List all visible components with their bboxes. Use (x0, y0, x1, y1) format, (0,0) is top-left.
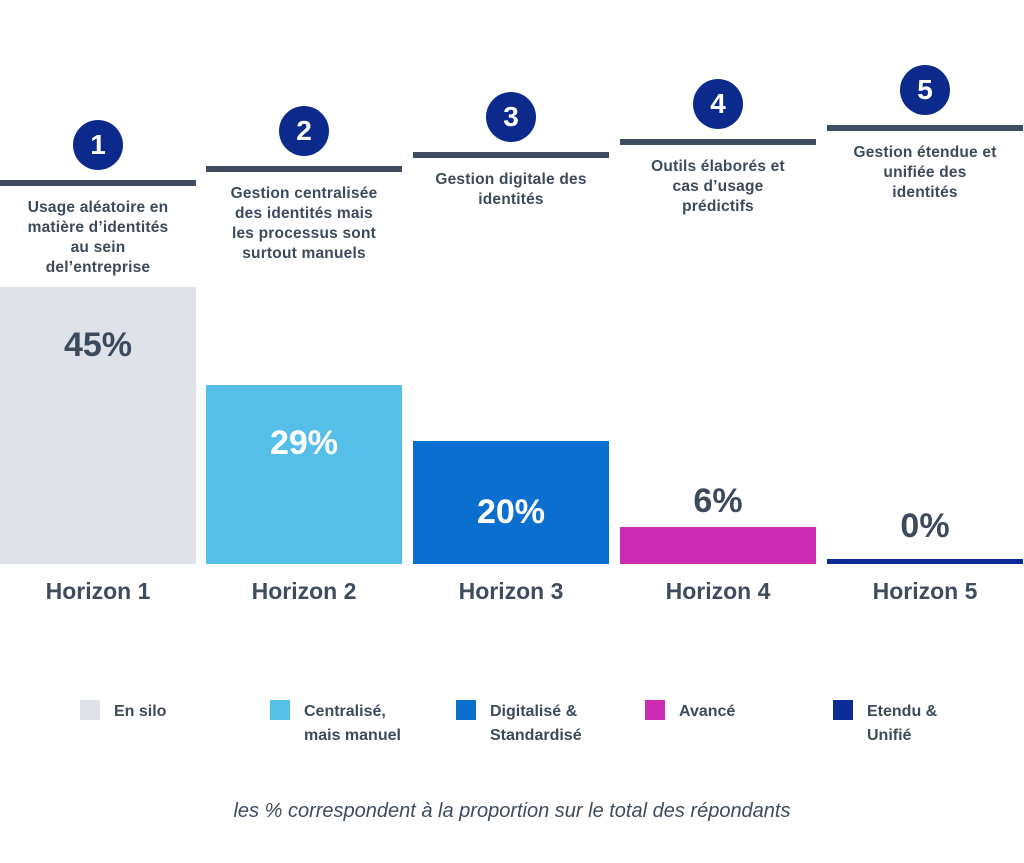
step-description-1: Usage aléatoire en matière d’identités a… (27, 199, 169, 276)
value-label-horizon-5: 0% (900, 507, 950, 545)
category-label-horizon-3: Horizon 3 (458, 578, 564, 604)
bar-horizon-5 (827, 559, 1023, 564)
category-label-horizon-2: Horizon 2 (251, 578, 357, 604)
step-number-2: 2 (279, 106, 329, 156)
footnote: les % correspondent à la proportion sur … (233, 800, 791, 822)
step-line-3 (413, 152, 609, 158)
category-label-horizon-5: Horizon 5 (872, 578, 978, 604)
step-number-5: 5 (900, 65, 950, 115)
bar-horizon-3 (413, 441, 609, 564)
bar-horizon-2 (206, 385, 402, 564)
step-line-5 (827, 125, 1023, 131)
legend-swatch-4 (645, 700, 665, 720)
step-number-1: 1 (73, 120, 123, 170)
legend-label-2: Centralisé, mais manuel (304, 703, 401, 744)
value-label-horizon-2: 29% (269, 424, 339, 462)
legend-swatch-1 (80, 700, 100, 720)
step-number-4: 4 (693, 79, 743, 129)
step-description-2: Gestion centralisée des identités mais l… (230, 185, 378, 262)
legend-label-4: Avancé (679, 703, 736, 720)
value-label-horizon-3: 20% (476, 493, 546, 531)
step-line-2 (206, 166, 402, 172)
legend-item-2: Centralisé, mais manuel (270, 700, 401, 748)
legend-item-1: En silo (80, 700, 166, 724)
step-line-4 (620, 139, 816, 145)
legend-item-3: Digitalisé & Standardisé (456, 700, 582, 748)
legend-swatch-2 (270, 700, 290, 720)
value-label-horizon-4: 6% (693, 482, 743, 520)
value-label-horizon-1: 45% (63, 326, 133, 364)
category-label-horizon-1: Horizon 1 (45, 578, 151, 604)
step-description-3: Gestion digitale des identités (435, 171, 587, 208)
step-line-1 (0, 180, 196, 186)
step-number-3: 3 (486, 92, 536, 142)
legend-label-1: En silo (114, 703, 167, 720)
bar-horizon-1 (0, 287, 196, 564)
legend-swatch-5 (833, 700, 853, 720)
legend-item-5: Etendu & Unifié (833, 700, 937, 748)
legend-item-4: Avancé (645, 700, 735, 724)
bar-horizon-4 (620, 527, 816, 564)
legend-label-3: Digitalisé & Standardisé (490, 703, 582, 744)
legend-label-5: Etendu & Unifié (867, 703, 938, 744)
step-description-4: Outils élaborés et cas d’usage prédictif… (651, 158, 785, 215)
step-description-5: Gestion étendue et unifiée des identités (853, 144, 997, 201)
category-label-horizon-4: Horizon 4 (665, 578, 771, 604)
legend-swatch-3 (456, 700, 476, 720)
